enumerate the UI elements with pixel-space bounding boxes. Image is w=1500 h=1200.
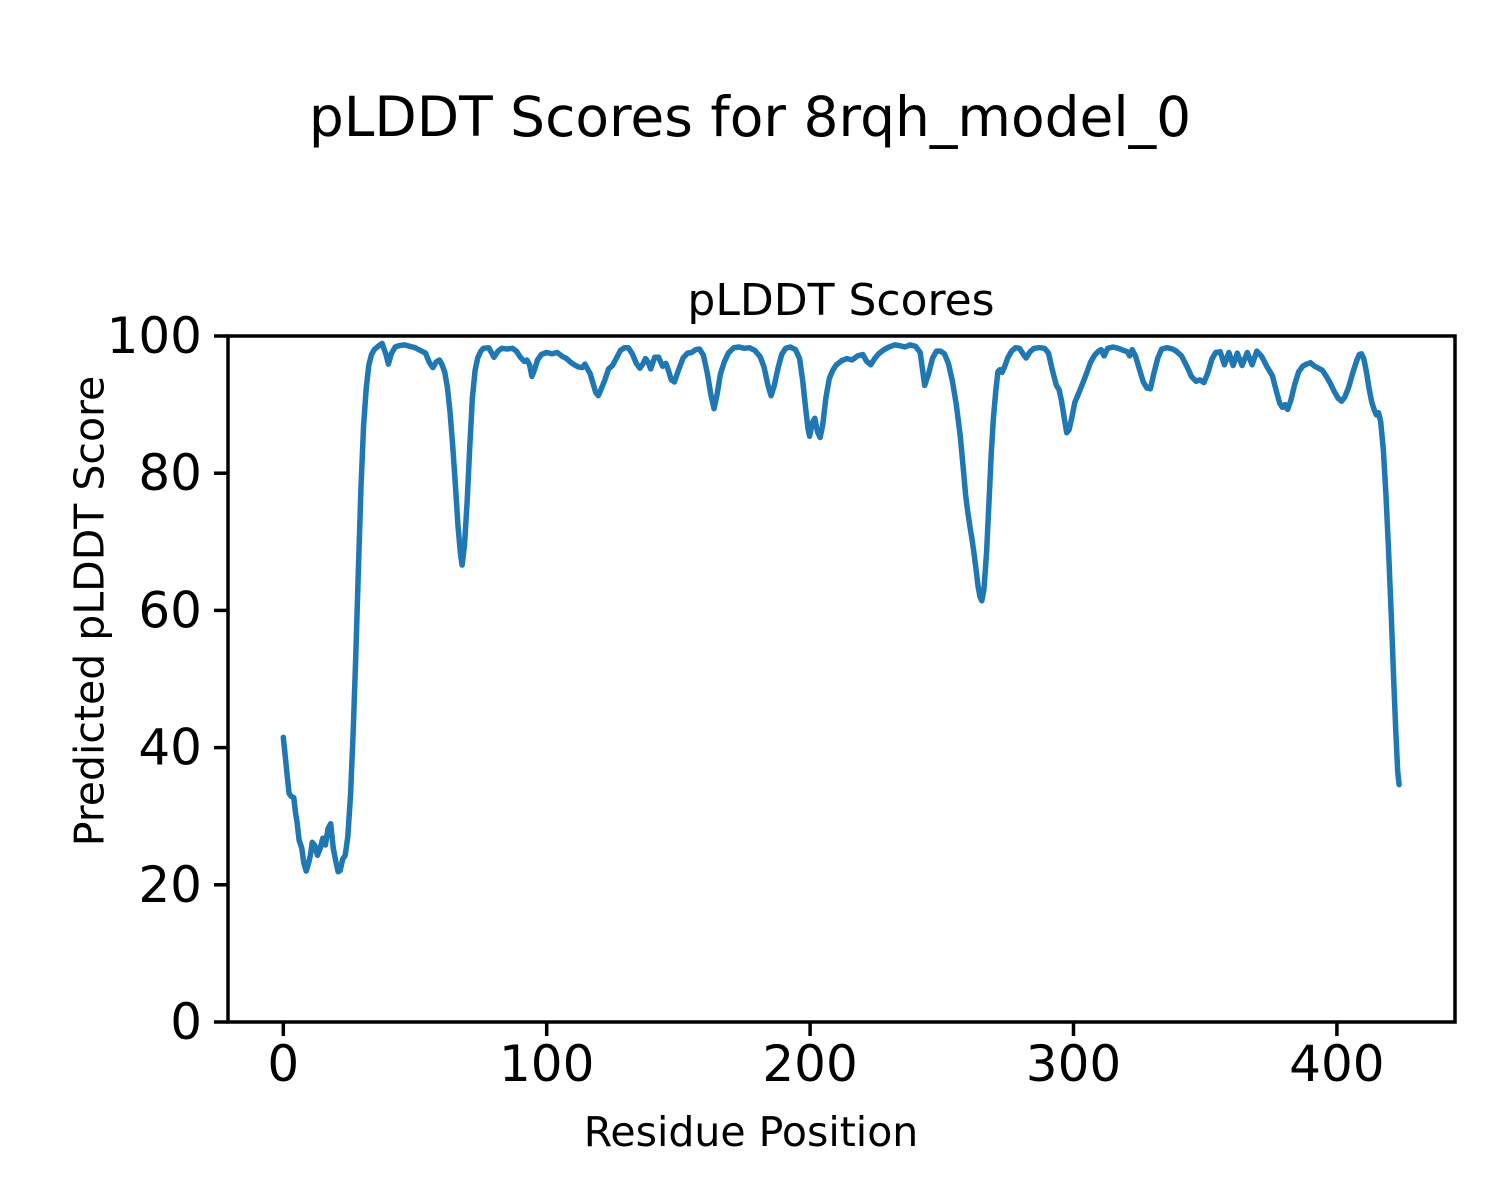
y-axis-label: Predicted pLDDT Score [65,375,114,847]
x-tick-label: 0 [267,1035,299,1093]
plddt-line [280,340,1402,875]
x-tick-label: 200 [762,1035,857,1093]
axes-frame [226,334,1457,1024]
y-tick-label: 40 [138,719,202,777]
x-axis-label: Residue Position [583,1108,919,1156]
x-tick-label: 100 [499,1035,594,1093]
y-tick-label: 0 [170,993,202,1051]
figure-title: pLDDT Scores for 8rqh_model_0 [308,85,1192,149]
y-tick-label: 60 [138,581,202,639]
y-tick-label: 20 [138,856,202,914]
y-tick-label: 80 [138,444,202,502]
axes-title: pLDDT Scores [687,275,995,326]
x-tick-label: 400 [1289,1035,1384,1093]
y-tick-label: 100 [107,307,202,365]
x-tick-label: 300 [1026,1035,1121,1093]
